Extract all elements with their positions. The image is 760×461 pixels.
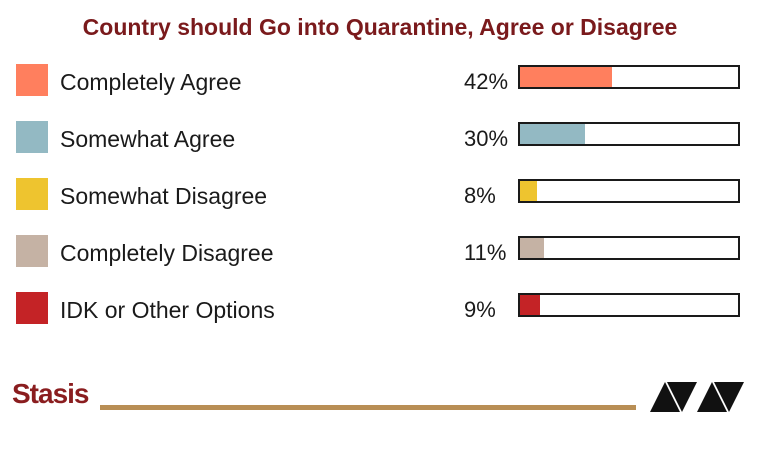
chart-title: Country should Go into Quarantine, Agree…: [82, 14, 678, 40]
chart-row: Completely Disagree 11%: [0, 235, 760, 269]
bar-track: [518, 293, 740, 317]
value-label: 42%: [464, 69, 509, 94]
legend-swatch: [16, 178, 48, 210]
bar-track: [518, 122, 740, 146]
value-label: 8%: [464, 183, 496, 208]
bar: [520, 124, 585, 144]
category-label: Somewhat Disagree: [60, 183, 268, 209]
chart-row: Somewhat Agree 30%: [0, 121, 760, 155]
bar: [520, 181, 537, 201]
bar: [520, 67, 612, 87]
bar-track: [518, 65, 740, 89]
category-label: IDK or Other Options: [60, 297, 275, 323]
bar: [520, 295, 540, 315]
stasis-logo: Stasis: [12, 378, 89, 409]
category-label: Somewhat Agree: [60, 126, 236, 152]
value-label: 11%: [464, 240, 507, 265]
legend-swatch: [16, 235, 48, 267]
triangle-pattern-logo-icon: [650, 382, 744, 412]
bar: [520, 238, 544, 258]
chart-row: Completely Agree 42%: [0, 64, 760, 98]
legend-swatch: [16, 64, 48, 96]
chart-row: Somewhat Disagree 8%: [0, 178, 760, 212]
value-label: 9%: [464, 297, 496, 322]
category-label: Completely Disagree: [60, 240, 274, 266]
bar-track: [518, 179, 740, 203]
legend-swatch: [16, 292, 48, 324]
value-label: 30%: [464, 126, 509, 151]
bar-track: [518, 236, 740, 260]
chart-row: IDK or Other Options 9%: [0, 292, 760, 326]
legend-swatch: [16, 121, 48, 153]
category-label: Completely Agree: [60, 69, 242, 95]
footer-rule: [100, 405, 636, 410]
